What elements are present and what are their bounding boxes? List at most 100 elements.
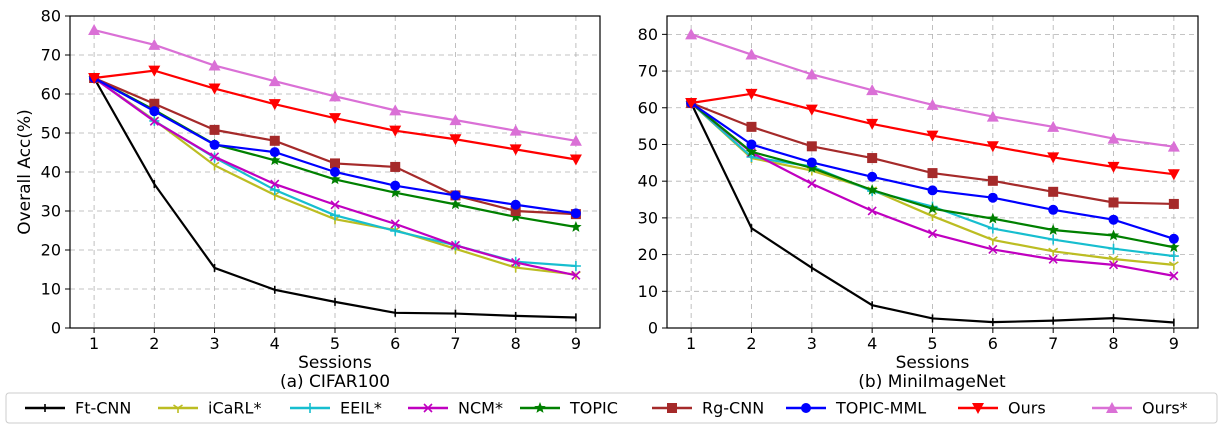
x-tick-label: 3 — [209, 334, 219, 353]
data-point-ours — [926, 130, 939, 142]
data-point-eeil — [987, 223, 998, 234]
subplot-caption: (a) CIFAR100 — [280, 372, 390, 392]
data-point-topic-mml — [1048, 204, 1059, 215]
data-point-ours — [449, 134, 462, 146]
x-axis-label: Sessions — [298, 353, 372, 373]
data-point-topic — [866, 183, 878, 195]
data-point-icarl — [1048, 247, 1059, 257]
legend-item-ours: Ours — [958, 399, 1046, 418]
data-point-eeil — [390, 225, 401, 236]
data-point-topic-mml — [330, 167, 340, 177]
data-point-eeil — [1168, 251, 1179, 262]
data-point-eeil — [1108, 243, 1119, 254]
data-point-ours — [986, 141, 999, 153]
legend-label: TOPIC-MML — [835, 399, 926, 418]
legend-box — [5, 392, 1218, 424]
data-point-ours — [685, 97, 698, 109]
data-point-topic — [449, 198, 462, 210]
data-point-rg-cnn — [927, 168, 938, 179]
data-point-topic-mml — [806, 157, 817, 168]
x-tick-label: 8 — [511, 334, 521, 353]
series-topic-mml — [686, 97, 1179, 244]
legend-marker-rg-cnn — [667, 403, 677, 413]
y-tick-label: 40 — [41, 163, 61, 182]
data-point-ncm — [1048, 254, 1058, 264]
x-tick-label: 2 — [746, 334, 756, 353]
x-tick-label: 5 — [927, 334, 937, 353]
data-point-ours — [1167, 169, 1180, 181]
data-point-ours — [329, 90, 341, 102]
data-point-topic-mml — [570, 208, 581, 219]
x-tick-label: 7 — [450, 334, 460, 353]
data-point-ncm — [807, 179, 817, 189]
data-point-topic-mml — [927, 185, 938, 196]
data-point-rg-cnn — [269, 135, 280, 146]
y-tick-label: 30 — [41, 202, 61, 221]
x-tick-label: 8 — [1108, 334, 1118, 353]
data-point-ours — [1047, 120, 1060, 132]
y-tick-label: 30 — [638, 208, 658, 227]
data-point-ours — [1047, 152, 1060, 164]
data-point-ncm — [988, 244, 998, 255]
legend-marker-topic-mml — [801, 403, 811, 413]
legend-marker-topic — [534, 402, 546, 413]
data-point-ours — [866, 84, 879, 96]
legend-label: Rg-CNN — [702, 399, 764, 418]
y-tick-label: 0 — [648, 319, 658, 338]
x-axis-label: Sessions — [896, 353, 970, 373]
y-tick-label: 80 — [41, 7, 61, 26]
x-tick-label: 6 — [390, 334, 400, 353]
data-point-ncm — [330, 200, 340, 210]
data-point-rg-cnn — [1168, 198, 1179, 209]
data-point-ours — [986, 110, 999, 122]
data-point-rg-cnn — [1108, 197, 1119, 208]
data-point-ours — [268, 99, 281, 111]
x-tick-label: 7 — [1048, 334, 1058, 353]
legend-label: Ours* — [1142, 399, 1188, 418]
data-point-topic — [389, 186, 401, 198]
data-point-ours — [509, 124, 522, 136]
legend: Ft-CNN iCaRL* EEIL* NCM* TOPIC Rg-CNN TOPIC-MM… — [5, 392, 1218, 424]
data-point-topic-mml — [269, 147, 280, 158]
chart-cifar100: 1 2 3 4 5 6 7 8 9 0 10 20 30 40 50 60 70 80 Sessions Overal… — [15, 7, 601, 392]
data-point-topic — [926, 202, 939, 214]
data-point-ours — [148, 38, 161, 50]
data-point-topic-mml — [510, 199, 521, 210]
data-point-ours — [569, 134, 582, 146]
legend-item-topic: TOPIC — [520, 399, 618, 418]
x-tick-label: 2 — [149, 334, 159, 353]
data-point-ours — [926, 98, 939, 110]
data-point-ours — [329, 113, 341, 125]
y-tick-label: 10 — [638, 282, 658, 301]
data-point-topic — [745, 145, 758, 157]
data-point-topic — [329, 173, 341, 185]
series-ours — [88, 65, 582, 166]
data-point-rg-cnn — [390, 161, 401, 172]
data-point-topic-mml — [746, 139, 757, 150]
data-point-ncm — [927, 229, 938, 239]
data-point-ours — [805, 68, 818, 80]
data-point-ours — [1107, 161, 1120, 173]
data-point-ours — [389, 125, 402, 137]
data-point-icarl — [1168, 261, 1179, 270]
legend-marker-ours — [972, 403, 984, 414]
y-tick-label: 80 — [638, 25, 658, 44]
data-point-ours — [745, 48, 758, 60]
data-point-icarl — [987, 236, 998, 245]
y-tick-label: 20 — [41, 241, 61, 260]
data-point-ours — [88, 24, 101, 36]
data-point-ours — [1167, 140, 1180, 152]
data-point-topic — [1168, 241, 1180, 253]
data-point-rg-cnn — [746, 121, 757, 132]
y-tick-label: 70 — [41, 46, 61, 65]
data-point-eeil — [330, 210, 340, 221]
data-point-icarl — [927, 212, 938, 222]
y-tick-label: 50 — [41, 124, 61, 143]
x-tick-label: 9 — [571, 334, 581, 353]
data-point-ncm — [1169, 271, 1179, 281]
x-tick-label: 6 — [988, 334, 998, 353]
data-point-rg-cnn — [209, 124, 220, 135]
data-point-ours — [88, 73, 101, 85]
data-point-rg-cnn — [510, 206, 521, 216]
